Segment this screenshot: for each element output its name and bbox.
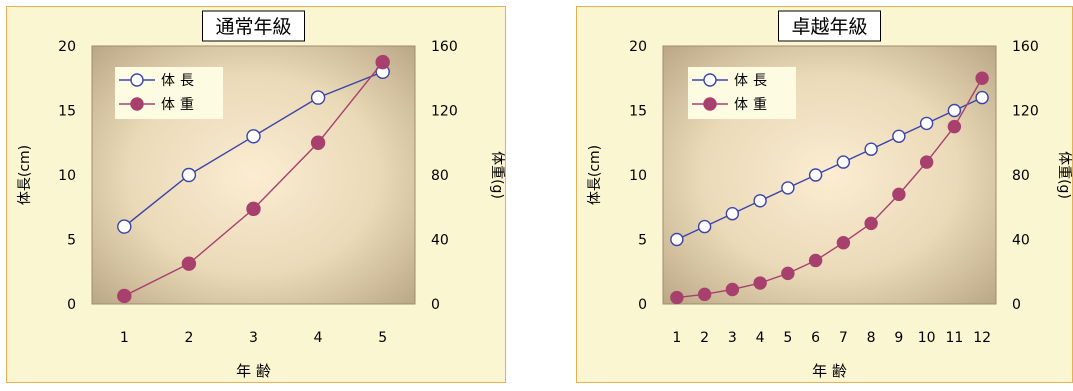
data-point	[753, 276, 767, 290]
y2-tick-label: 120	[1012, 104, 1039, 120]
data-point	[246, 129, 261, 144]
y-tick-label: 0	[67, 297, 76, 313]
x-tick-label: 8	[867, 330, 876, 346]
y-tick-label: 20	[58, 39, 76, 55]
x-tick-label: 10	[918, 330, 936, 346]
legend-marker	[703, 97, 717, 111]
x-tick-label: 3	[728, 330, 737, 346]
x-tick-label: 5	[378, 330, 387, 346]
legend-label: 体長	[161, 73, 199, 89]
data-point	[697, 287, 712, 302]
chart-panel-excellent: 0 5 10 15 20 0 40 80 120 160 1 2 3 4 5 6 7 8 9 10 11 12 年 齢体長(…	[576, 6, 1073, 383]
y-axis-label: 体長(cm)	[17, 145, 33, 205]
x-tick-label: 4	[756, 330, 765, 346]
data-point	[836, 155, 851, 169]
data-point	[725, 206, 740, 221]
data-point	[246, 201, 261, 217]
y2-axis-label: 体重(g)	[489, 151, 505, 199]
data-point	[117, 288, 132, 304]
data-point	[781, 266, 795, 281]
x-tick-label: 5	[783, 330, 792, 346]
data-point	[836, 236, 851, 250]
data-point	[310, 90, 326, 105]
x-tick-label: 2	[184, 330, 193, 346]
y-tick-label: 15	[629, 104, 647, 120]
data-point	[670, 232, 684, 247]
legend-label: 体重	[161, 97, 199, 113]
y2-tick-label: 120	[431, 104, 458, 120]
y2-tick-label: 0	[431, 297, 440, 313]
data-point	[181, 167, 197, 183]
x-tick-label: 3	[249, 330, 258, 346]
y-tick-label: 10	[58, 168, 76, 184]
legend-marker	[130, 73, 144, 87]
data-point	[725, 282, 740, 297]
legend-label: 体重	[734, 97, 772, 113]
y2-tick-label: 40	[431, 233, 449, 249]
y-tick-label: 20	[629, 39, 647, 55]
chart-title: 通常年級	[215, 16, 291, 38]
y2-tick-label: 80	[1012, 168, 1030, 184]
y-tick-label: 0	[638, 297, 647, 313]
legend-marker	[130, 97, 144, 111]
legend-label: 体長	[734, 73, 772, 89]
x-tick-label: 6	[811, 330, 820, 346]
data-point	[670, 290, 684, 305]
data-point	[310, 135, 326, 150]
x-tick-label: 1	[120, 330, 129, 346]
data-point	[181, 256, 197, 271]
x-axis-label: 年 齢	[812, 362, 847, 380]
x-tick-label: 1	[672, 330, 681, 346]
x-tick-label: 12	[973, 330, 991, 346]
data-point	[753, 194, 767, 208]
data-point	[375, 54, 390, 70]
data-point	[975, 90, 989, 105]
y2-tick-label: 160	[431, 39, 458, 55]
data-point	[864, 216, 878, 231]
y2-tick-label: 80	[431, 168, 449, 184]
chart-title-box	[778, 10, 881, 42]
data-point	[892, 129, 906, 144]
data-point	[919, 155, 934, 169]
data-point	[892, 187, 906, 202]
y-tick-label: 5	[638, 233, 647, 249]
y2-tick-label: 40	[1012, 233, 1030, 249]
data-point	[975, 71, 989, 85]
y2-tick-label: 160	[1012, 39, 1039, 55]
y2-axis-label: 体重(g)	[1056, 151, 1072, 199]
y-tick-label: 10	[629, 168, 647, 184]
data-point	[808, 168, 823, 182]
chart-title: 卓越年級	[791, 16, 867, 38]
x-tick-label: 4	[314, 330, 323, 346]
data-point	[117, 219, 132, 234]
y-tick-label: 5	[67, 233, 76, 249]
data-point	[947, 119, 962, 134]
data-point	[947, 103, 962, 118]
x-tick-label: 9	[894, 330, 903, 346]
x-tick-label: 7	[839, 330, 848, 346]
chart-title-box	[202, 10, 305, 42]
data-point	[919, 116, 934, 131]
data-point	[864, 142, 878, 156]
data-point	[808, 253, 823, 268]
chart-svg: 0 5 10 15 20 0 40 80 120 160 1 2 3 4 5 年 齢 体長(cm) 体重(g) 体長…	[17, 10, 505, 380]
y-tick-label: 15	[58, 104, 76, 120]
data-point	[781, 181, 795, 195]
y-axis-label: 体長(cm)	[587, 145, 603, 205]
x-axis-label: 年 齢	[236, 362, 271, 380]
y2-tick-label: 0	[1012, 297, 1021, 313]
x-tick-label: 2	[700, 330, 709, 346]
x-tick-label: 11	[945, 330, 963, 346]
chart-panel-normal: 0 5 10 15 20 0 40 80 120 160 1 2 3 4 5 年 齢 体長(cm) 体重(g) 体長…	[6, 6, 506, 383]
legend-marker	[703, 73, 717, 87]
data-point	[697, 219, 712, 234]
